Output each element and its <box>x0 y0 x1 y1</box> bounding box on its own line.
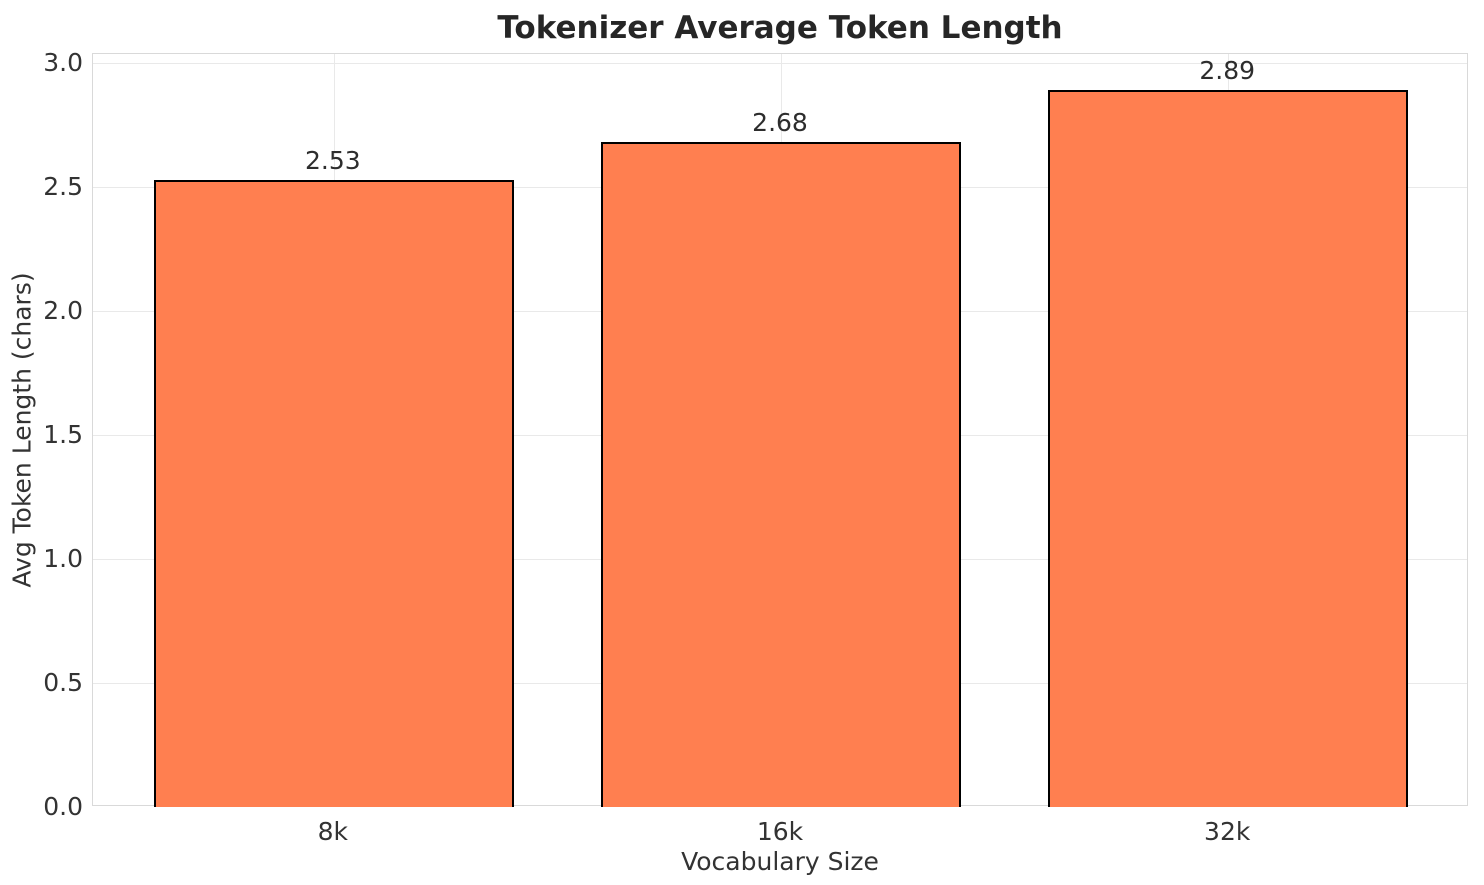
y-tick-label: 2.5 <box>43 171 83 201</box>
x-tick-label-8k: 8k <box>317 817 348 846</box>
x-tick-label-16k: 16k <box>756 817 804 846</box>
y-tick-label: 0.5 <box>43 667 83 697</box>
y-tick-label: 1.5 <box>43 419 83 449</box>
bar-16k <box>601 142 961 807</box>
plot-area <box>92 53 1468 807</box>
bar-32k <box>1048 90 1409 807</box>
x-axis-label: Vocabulary Size <box>681 847 879 876</box>
bar-8k <box>153 179 514 807</box>
x-tick-label-32k: 32k <box>1204 817 1251 846</box>
y-tick-label: 2.0 <box>43 295 83 325</box>
y-tick-label: 3.0 <box>43 47 83 77</box>
bar-value-label: 2.53 <box>304 145 361 175</box>
y-gridline <box>93 62 1467 64</box>
bar-value-label: 2.89 <box>1199 56 1256 86</box>
bar-value-label: 2.68 <box>752 108 808 138</box>
chart-title: Tokenizer Average Token Length <box>497 10 1063 46</box>
y-tick-label: 0.0 <box>43 792 83 821</box>
y-tick-label: 1.0 <box>43 543 83 573</box>
